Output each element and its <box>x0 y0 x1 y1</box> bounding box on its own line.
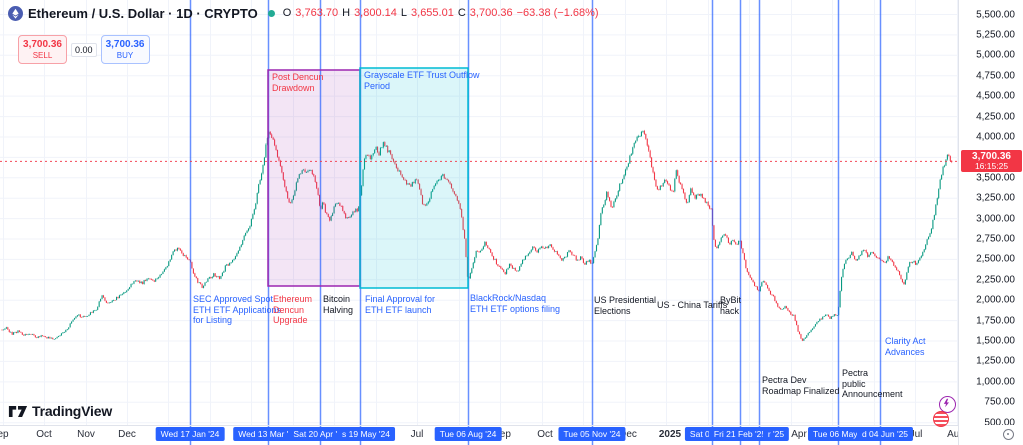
price-tick-label: 5,250.00 <box>976 29 1015 41</box>
low-value: 3,655.01 <box>411 7 454 19</box>
time-tick-label: Oct <box>537 429 553 440</box>
price-tick-label: 2,750.00 <box>976 233 1015 245</box>
current-price-value: 3,700.36 <box>972 151 1011 162</box>
price-tick-label: 4,000.00 <box>976 131 1015 143</box>
current-price-time: 16:15:25 <box>974 161 1009 171</box>
buy-price: 3,700.36 <box>105 39 145 50</box>
tradingview-logo-text: TradingView <box>32 403 113 419</box>
price-tick-label: 3,000.00 <box>976 213 1015 225</box>
event-date-badge[interactable]: Fri 21 Feb '25 <box>708 427 772 441</box>
flag-event-icon[interactable] <box>933 411 949 427</box>
price-tick-label: 1,750.00 <box>976 315 1015 327</box>
tradingview-logo[interactable]: TradingView <box>8 403 112 419</box>
symbol-title[interactable]: Ethereum / U.S. Dollar · 1D · CRYPTO <box>28 5 258 21</box>
time-tick-label: Oct <box>36 429 52 440</box>
price-axis[interactable]: 3,700.36 16:15:25 5,500.00 5,250.00 5,000.… <box>958 0 1023 429</box>
symbol-header: Ethereum / U.S. Dollar · 1D · CRYPTO O 3,… <box>8 4 599 22</box>
lightning-event-icon[interactable] <box>939 396 956 413</box>
price-tick-label: 2,250.00 <box>976 274 1015 286</box>
tradingview-logo-icon <box>8 405 28 417</box>
sell-label: SELL <box>32 51 53 60</box>
price-tick-label: 3,500.00 <box>976 172 1015 184</box>
price-tick-label: 5,500.00 <box>976 9 1015 20</box>
buy-button[interactable]: 3,700.36 BUY <box>100 35 150 64</box>
ohlc-legend: O 3,763.70 H 3,800.14 L 3,655.01 C 3,700.36 … <box>283 7 599 19</box>
price-tick-label: 3,250.00 <box>976 192 1015 204</box>
close-value: 3,700.36 <box>469 7 513 19</box>
current-price-tag: 3,700.36 16:15:25 <box>961 150 1022 172</box>
change-value: −63.38 (−1.68%) <box>516 7 599 19</box>
high-value: 3,800.14 <box>354 7 397 19</box>
high-label: H <box>342 7 351 19</box>
axis-corner <box>958 425 1023 445</box>
time-tick-label: Sep <box>493 429 511 440</box>
event-date-badge[interactable]: Tue 05 Nov '24 <box>558 427 626 441</box>
spread-value: 0.00 <box>71 42 97 57</box>
price-tick-label: 2,000.00 <box>976 294 1015 306</box>
price-tick-label: 4,500.00 <box>976 90 1015 102</box>
price-tick-label: 1,500.00 <box>976 335 1015 347</box>
event-date-badge[interactable]: Wed 17 Jan '24 <box>155 427 225 441</box>
time-tick-label: Apr <box>791 429 807 440</box>
time-axis[interactable]: epOctNovDec2JulSepOctDec2025AprJulAugWed… <box>0 425 965 445</box>
open-label: O <box>282 7 292 19</box>
time-tick-label: ep <box>0 429 9 440</box>
time-tick-label: Dec <box>118 429 136 440</box>
time-tick-label: 2025 <box>658 429 682 440</box>
event-date-badge[interactable]: s 19 May '24 <box>337 427 395 441</box>
ethereum-logo-icon <box>8 5 23 21</box>
price-tick-label: 4,250.00 <box>976 111 1015 123</box>
trade-widget: 3,700.36 SELL 0.00 3,700.36 BUY <box>18 35 150 64</box>
price-tick-label: 1,250.00 <box>976 355 1015 367</box>
low-label: L <box>400 7 408 19</box>
time-tick-label: Jul <box>410 429 424 440</box>
event-date-badge[interactable]: Wed 13 Mar '24 <box>233 427 303 441</box>
price-tick-label: 2,500.00 <box>976 253 1015 265</box>
time-tick-label: Aug <box>947 429 965 440</box>
price-tick-label: 4,750.00 <box>976 70 1015 82</box>
sell-button[interactable]: 3,700.36 SELL <box>18 35 67 64</box>
event-date-badge[interactable]: r '25 <box>762 427 790 441</box>
buy-label: BUY <box>116 51 134 60</box>
price-tick-label: 5,000.00 <box>976 49 1015 61</box>
price-tick-label: 1,000.00 <box>976 376 1015 388</box>
time-tick-label: Jul <box>909 429 923 440</box>
sell-price: 3,700.36 <box>23 39 62 50</box>
open-value: 3,763.70 <box>295 7 339 19</box>
price-tick-label: 500.00 <box>984 417 1015 429</box>
candlestick-chart-canvas[interactable] <box>0 0 958 445</box>
market-status-dot[interactable] <box>267 9 275 17</box>
event-date-badge[interactable]: d 04 Jun '25 <box>856 427 914 441</box>
axis-settings-icon[interactable] <box>1003 429 1014 440</box>
time-tick-label: Dec <box>619 429 637 440</box>
close-label: C <box>457 7 466 19</box>
time-tick-label: Nov <box>77 429 95 440</box>
price-tick-label: 750.00 <box>984 396 1015 408</box>
event-date-badge[interactable]: Sat 20 Apr '24 <box>288 427 352 441</box>
event-date-badge[interactable]: Tue 06 Aug '24 <box>434 427 502 441</box>
